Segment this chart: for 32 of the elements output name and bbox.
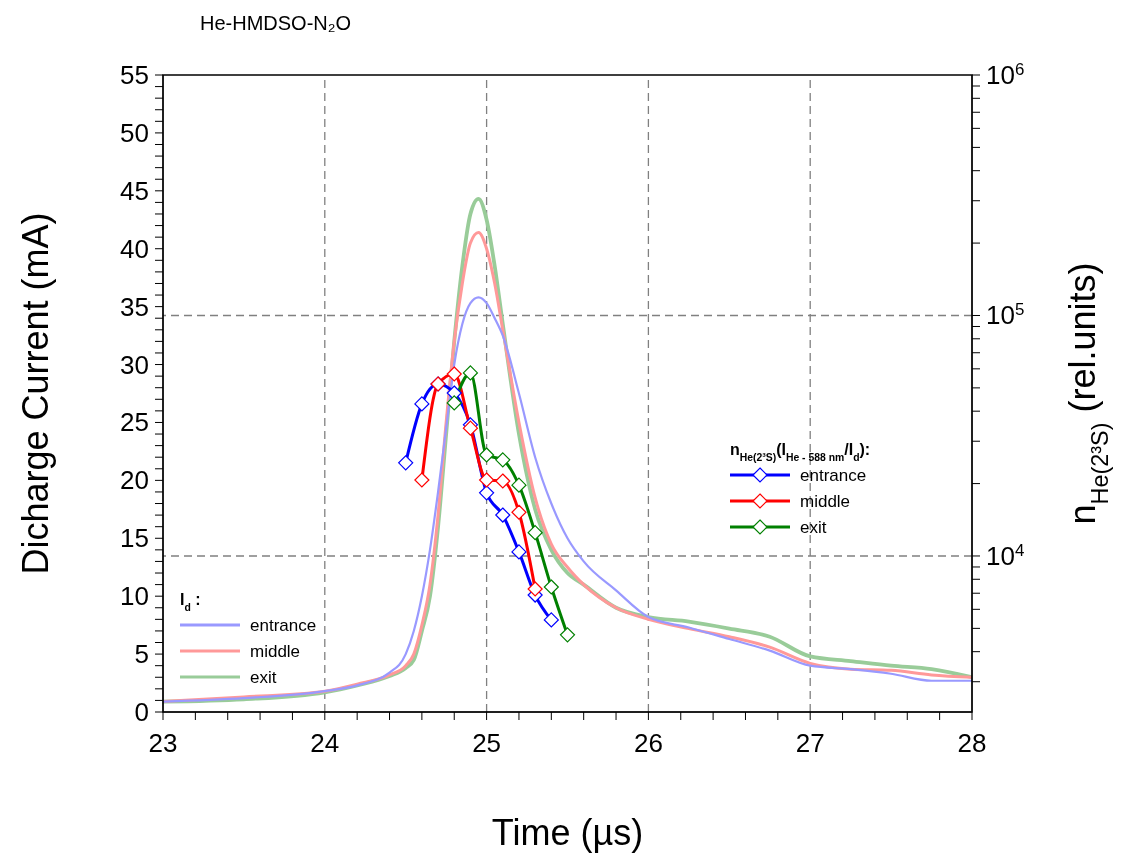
y2-tick-label: 10$^{5}$ [986, 299, 1025, 331]
y-tick-label: 15 [120, 523, 149, 554]
x-axis-title: Time (µs) [491, 812, 644, 853]
legend-title: I$_{d}$ : [180, 591, 201, 613]
legend-label: entrance [250, 616, 317, 635]
y-tick-label: 20 [120, 465, 149, 496]
legend-label: middle [800, 492, 851, 511]
y-tick-label: 40 [120, 233, 149, 264]
x-tick-label: 27 [795, 728, 825, 758]
y-axis-title: Dicharge Current (mA) [15, 212, 56, 575]
legend-label: exit [800, 518, 827, 537]
x-tick-label: 23 [148, 728, 178, 758]
chart-title: He-HMDSO-N₂O [200, 12, 352, 34]
x-tick-label: 26 [633, 728, 663, 758]
y-tick-label: 10 [120, 581, 149, 612]
y-tick-label: 45 [120, 175, 149, 206]
legend-label: entrance [800, 466, 867, 485]
x-tick-label: 28 [957, 728, 987, 758]
y2-tick-label: 10$^{6}$ [986, 59, 1025, 90]
y-tick-label: 0 [134, 697, 149, 727]
legend-label: middle [250, 642, 301, 661]
y-tick-label: 50 [120, 117, 149, 148]
y-tick-label: 35 [120, 291, 149, 322]
x-tick-label: 25 [472, 728, 502, 758]
y-tick-label: 55 [120, 60, 149, 90]
y-tick-label: 30 [120, 349, 149, 380]
annotation: n$_{He(2³S)}$(I$_{He - 588 nm}$/I$_{d}$): [730, 441, 871, 463]
y2-tick-label: 10$^{4}$ [986, 540, 1025, 571]
x-tick-label: 24 [310, 728, 340, 758]
legend-label: exit [250, 668, 277, 687]
y-tick-label: 25 [120, 407, 149, 438]
y-tick-label: 5 [134, 639, 149, 670]
